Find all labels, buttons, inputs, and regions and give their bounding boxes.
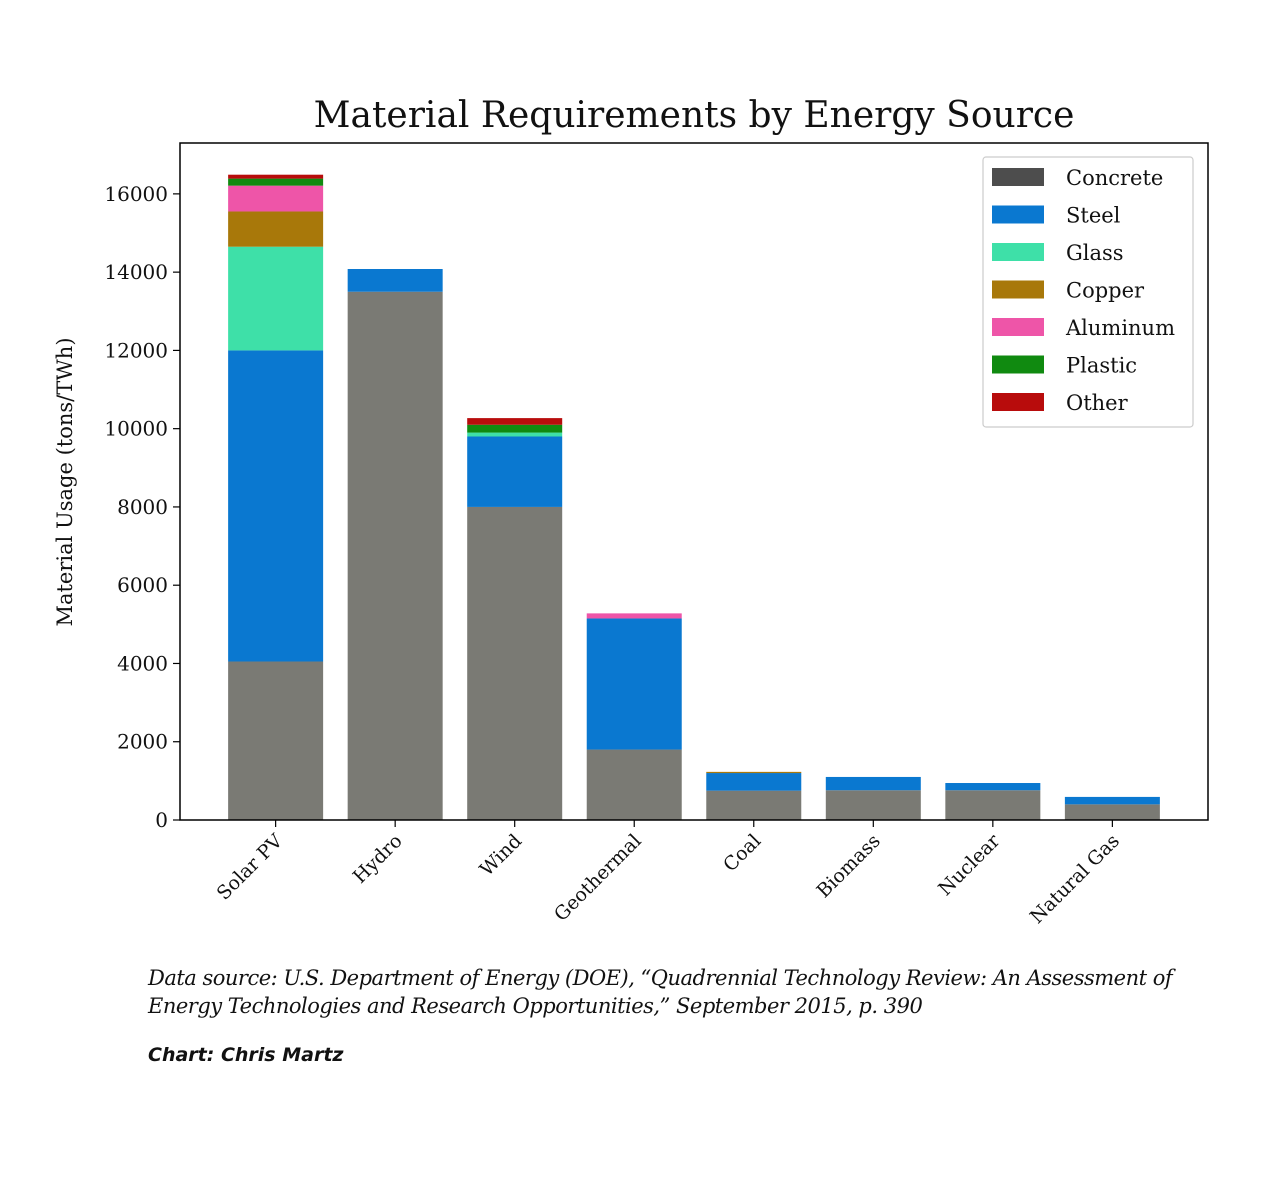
legend-swatch-concrete [992,168,1044,186]
bar-steel-geothermal [586,618,682,750]
legend-label-plastic: Plastic [1066,354,1137,378]
x-tick-label: Solar PV [213,830,288,905]
bar-concrete-biomass [825,790,921,820]
bar-concrete-nuclear [945,790,1041,820]
bar-aluminum-geothermal [586,613,682,619]
source-line-2: Energy Technologies and Research Opportu… [148,994,923,1018]
x-tick-label: Wind [476,830,527,881]
bar-steel-hydro [347,269,443,292]
y-axis-label: Material Usage (tons/TWh) [53,337,77,626]
data-source-note: Data source: U.S. Department of Energy (… [148,964,1248,1020]
x-tick-label: Coal [719,830,765,876]
legend-swatch-steel [992,205,1044,224]
stacked-bar-chart: Material Requirements by Energy Source M… [53,95,1209,928]
bar-copper-coal [706,771,802,774]
bar-concrete-geothermal [586,749,682,820]
bar-steel-biomass [825,776,921,791]
bar-concrete-natural-gas [1064,804,1160,820]
legend-swatch-plastic [992,355,1044,374]
x-tick-label: Natural Gas [1026,830,1124,928]
legend-label-other: Other [1066,391,1129,415]
bar-plastic-wind [467,424,563,433]
bar-concrete-hydro [347,291,443,820]
y-tick-label: 4000 [117,651,168,675]
legend-swatch-glass [992,243,1044,261]
bar-concrete-wind [467,506,563,820]
bar-concrete-solar-pv [228,661,324,820]
chart-title: Material Requirements by Energy Source [314,95,1075,136]
bar-steel-nuclear [945,783,1041,791]
y-tick-label: 12000 [104,338,168,362]
bar-steel-coal [706,773,802,791]
bar-plastic-solar-pv [228,178,324,186]
x-tick-label: Geothermal [550,830,646,926]
legend-label-glass: Glass [1066,241,1124,265]
x-tick-label: Biomass [812,830,884,902]
x-tick-label: Nuclear [934,829,1005,900]
y-tick-label: 2000 [117,730,168,754]
bar-glass-solar-pv [228,246,324,351]
legend-swatch-copper [992,280,1044,299]
y-tick-label: 10000 [104,417,168,441]
bar-steel-solar-pv [228,350,324,662]
legend-label-aluminum: Aluminum [1065,316,1175,340]
x-tick-label: Hydro [349,830,407,888]
bar-other-solar-pv [228,174,324,179]
bar-concrete-coal [706,790,802,820]
y-tick-label: 16000 [104,182,168,206]
bar-other-wind [467,418,563,425]
plot-frame [179,142,1209,821]
bar-copper-solar-pv [228,211,324,247]
legend-swatch-other [992,393,1044,411]
y-tick-label: 0 [155,808,168,832]
y-tick-label: 14000 [104,260,168,284]
y-tick-label: 6000 [117,573,168,597]
bar-aluminum-solar-pv [228,185,324,212]
bar-glass-wind [467,432,563,437]
y-tick-label: 8000 [117,495,168,519]
legend-label-steel: Steel [1066,204,1121,228]
legend-label-concrete: Concrete [1066,166,1163,190]
legend-swatch-aluminum [992,318,1044,336]
source-line-1: Data source: U.S. Department of Energy (… [148,966,1173,990]
legend-label-copper: Copper [1066,279,1145,303]
chart-credit: Chart: Chris Martz [148,1044,344,1066]
bar-steel-wind [467,436,563,507]
bar-steel-natural-gas [1064,796,1160,805]
